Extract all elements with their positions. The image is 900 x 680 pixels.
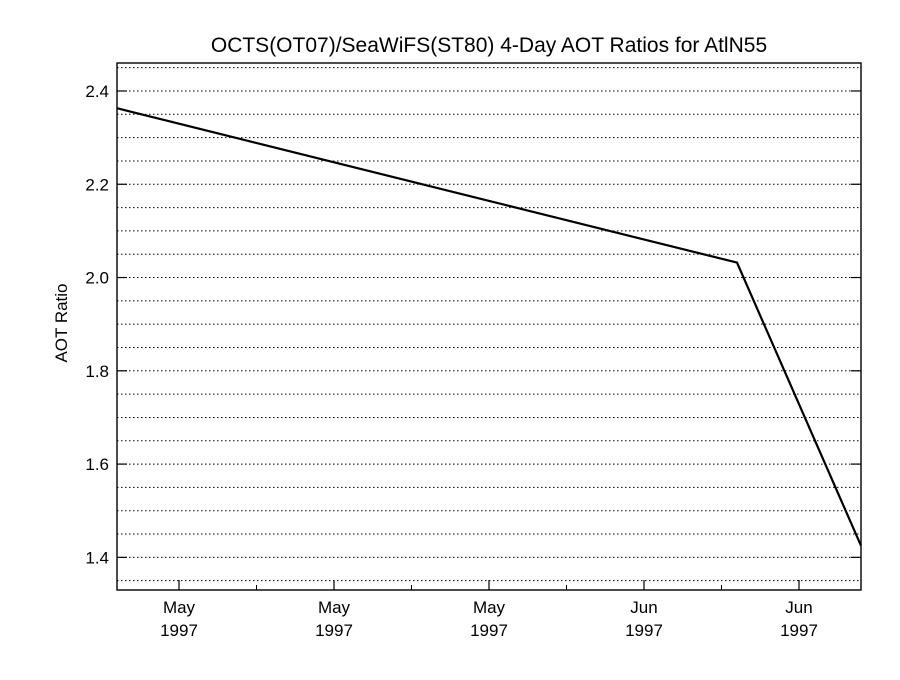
y-tick-label: 2.2 xyxy=(85,175,109,194)
grid-layer xyxy=(117,67,861,582)
series-line-0 xyxy=(116,107,863,547)
x-tick-label-month: Jun xyxy=(630,598,657,617)
tick-layer: 1.4 1.6 1.8 2.0 2.2 2.4 May 1997 May 1997 May 1997 J… xyxy=(85,82,861,640)
x-tick-label-month: Jun xyxy=(785,598,812,617)
x-tick-label-year: 1997 xyxy=(160,621,198,640)
chart-title: OCTS(OT07)/SeaWiFS(ST80) 4-Day AOT Ratio… xyxy=(211,34,767,57)
plot-frame xyxy=(116,62,862,591)
y-tick-label: 1.4 xyxy=(85,548,109,567)
y-tick-label: 2.0 xyxy=(85,269,109,288)
x-tick-label-year: 1997 xyxy=(625,621,663,640)
y-tick-label: 1.8 xyxy=(85,362,109,381)
y-axis-label: AOT Ratio xyxy=(52,283,71,362)
x-tick-label-month: May xyxy=(473,598,506,617)
x-tick-label-year: 1997 xyxy=(315,621,353,640)
x-tick-label-year: 1997 xyxy=(780,621,818,640)
x-tick-label-month: May xyxy=(163,598,196,617)
series-layer xyxy=(116,107,863,547)
x-tick-label-month: May xyxy=(318,598,351,617)
y-tick-label: 1.6 xyxy=(85,455,109,474)
x-tick-label-year: 1997 xyxy=(470,621,508,640)
y-tick-label: 2.4 xyxy=(85,82,109,101)
